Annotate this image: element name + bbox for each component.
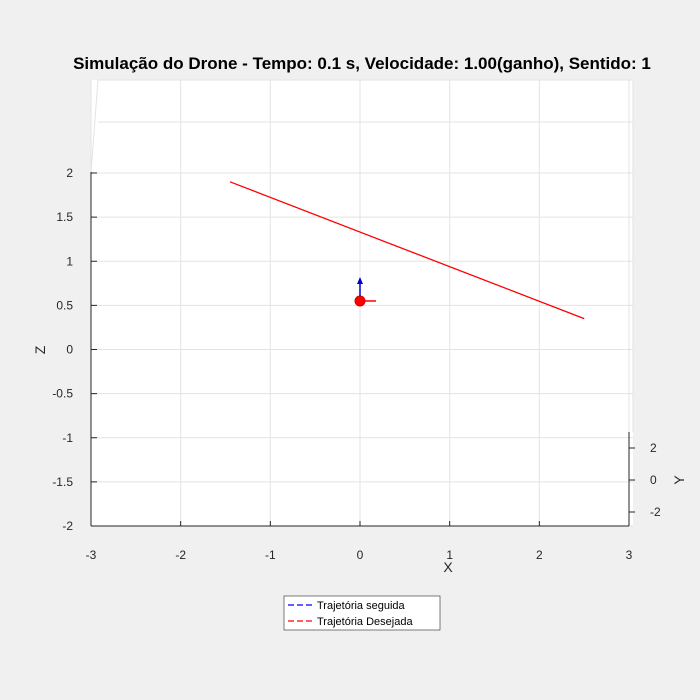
legend-box [283, 595, 441, 631]
y-axis-label: Y [671, 475, 687, 485]
x-tick-label-3: 0 [357, 548, 364, 562]
legend-label-followed: Trajetória seguida [317, 600, 406, 612]
x-tick-label-2: -1 [265, 548, 276, 562]
z-tick-label-8: 2 [66, 166, 73, 180]
drone-body [354, 295, 366, 307]
z-ticks: -2 -1.5 -1 -0.5 0 0.5 1 1.5 2 [52, 166, 97, 533]
y-ticks: -2 0 2 [629, 441, 661, 519]
z-axis-label: Z [32, 345, 48, 354]
x-ticks: -3 -2 -1 0 1 2 3 [86, 521, 633, 562]
x-tick-label-5: 2 [536, 548, 543, 562]
legend-label-desired: Trajetória Desejada [317, 616, 413, 628]
z-tick-label-6: 1 [66, 254, 73, 268]
z-tick-label-4: 0 [66, 343, 73, 357]
x-tick-label-1: -2 [175, 548, 186, 562]
series-line-1 [229, 181, 585, 320]
plot-area: -2 -1.5 -1 -0.5 0 0.5 1 1.5 2 -3 -2 -1 0 1 2 3 -2 0 2 [52, 79, 661, 562]
z-tick-label-7: 1.5 [56, 210, 73, 224]
z-tick-label-5: 0.5 [56, 298, 73, 312]
series-group [229, 181, 585, 320]
y-tick-label-2: 2 [650, 441, 657, 455]
z-tick-label-0: -2 [62, 519, 73, 533]
grid-line-left-edge [90, 79, 99, 173]
z-tick-label-3: -0.5 [52, 387, 73, 401]
y-tick-label-0: -2 [650, 505, 661, 519]
drone-group [354, 276, 376, 307]
chart-title: Simulação do Drone - Tempo: 0.1 s, Veloc… [73, 54, 651, 73]
x-tick-label-0: -3 [86, 548, 97, 562]
legend: Trajetória seguida Trajetória Desejada [283, 595, 441, 631]
drone-up-arrowhead [357, 276, 363, 284]
x-axis-label: X [443, 559, 453, 575]
x-tick-label-6: 3 [626, 548, 633, 562]
y-tick-label-1: 0 [650, 473, 657, 487]
z-tick-label-2: -1 [62, 431, 73, 445]
x-tick-label-4: 1 [446, 548, 453, 562]
z-tick-label-1: -1.5 [52, 475, 73, 489]
